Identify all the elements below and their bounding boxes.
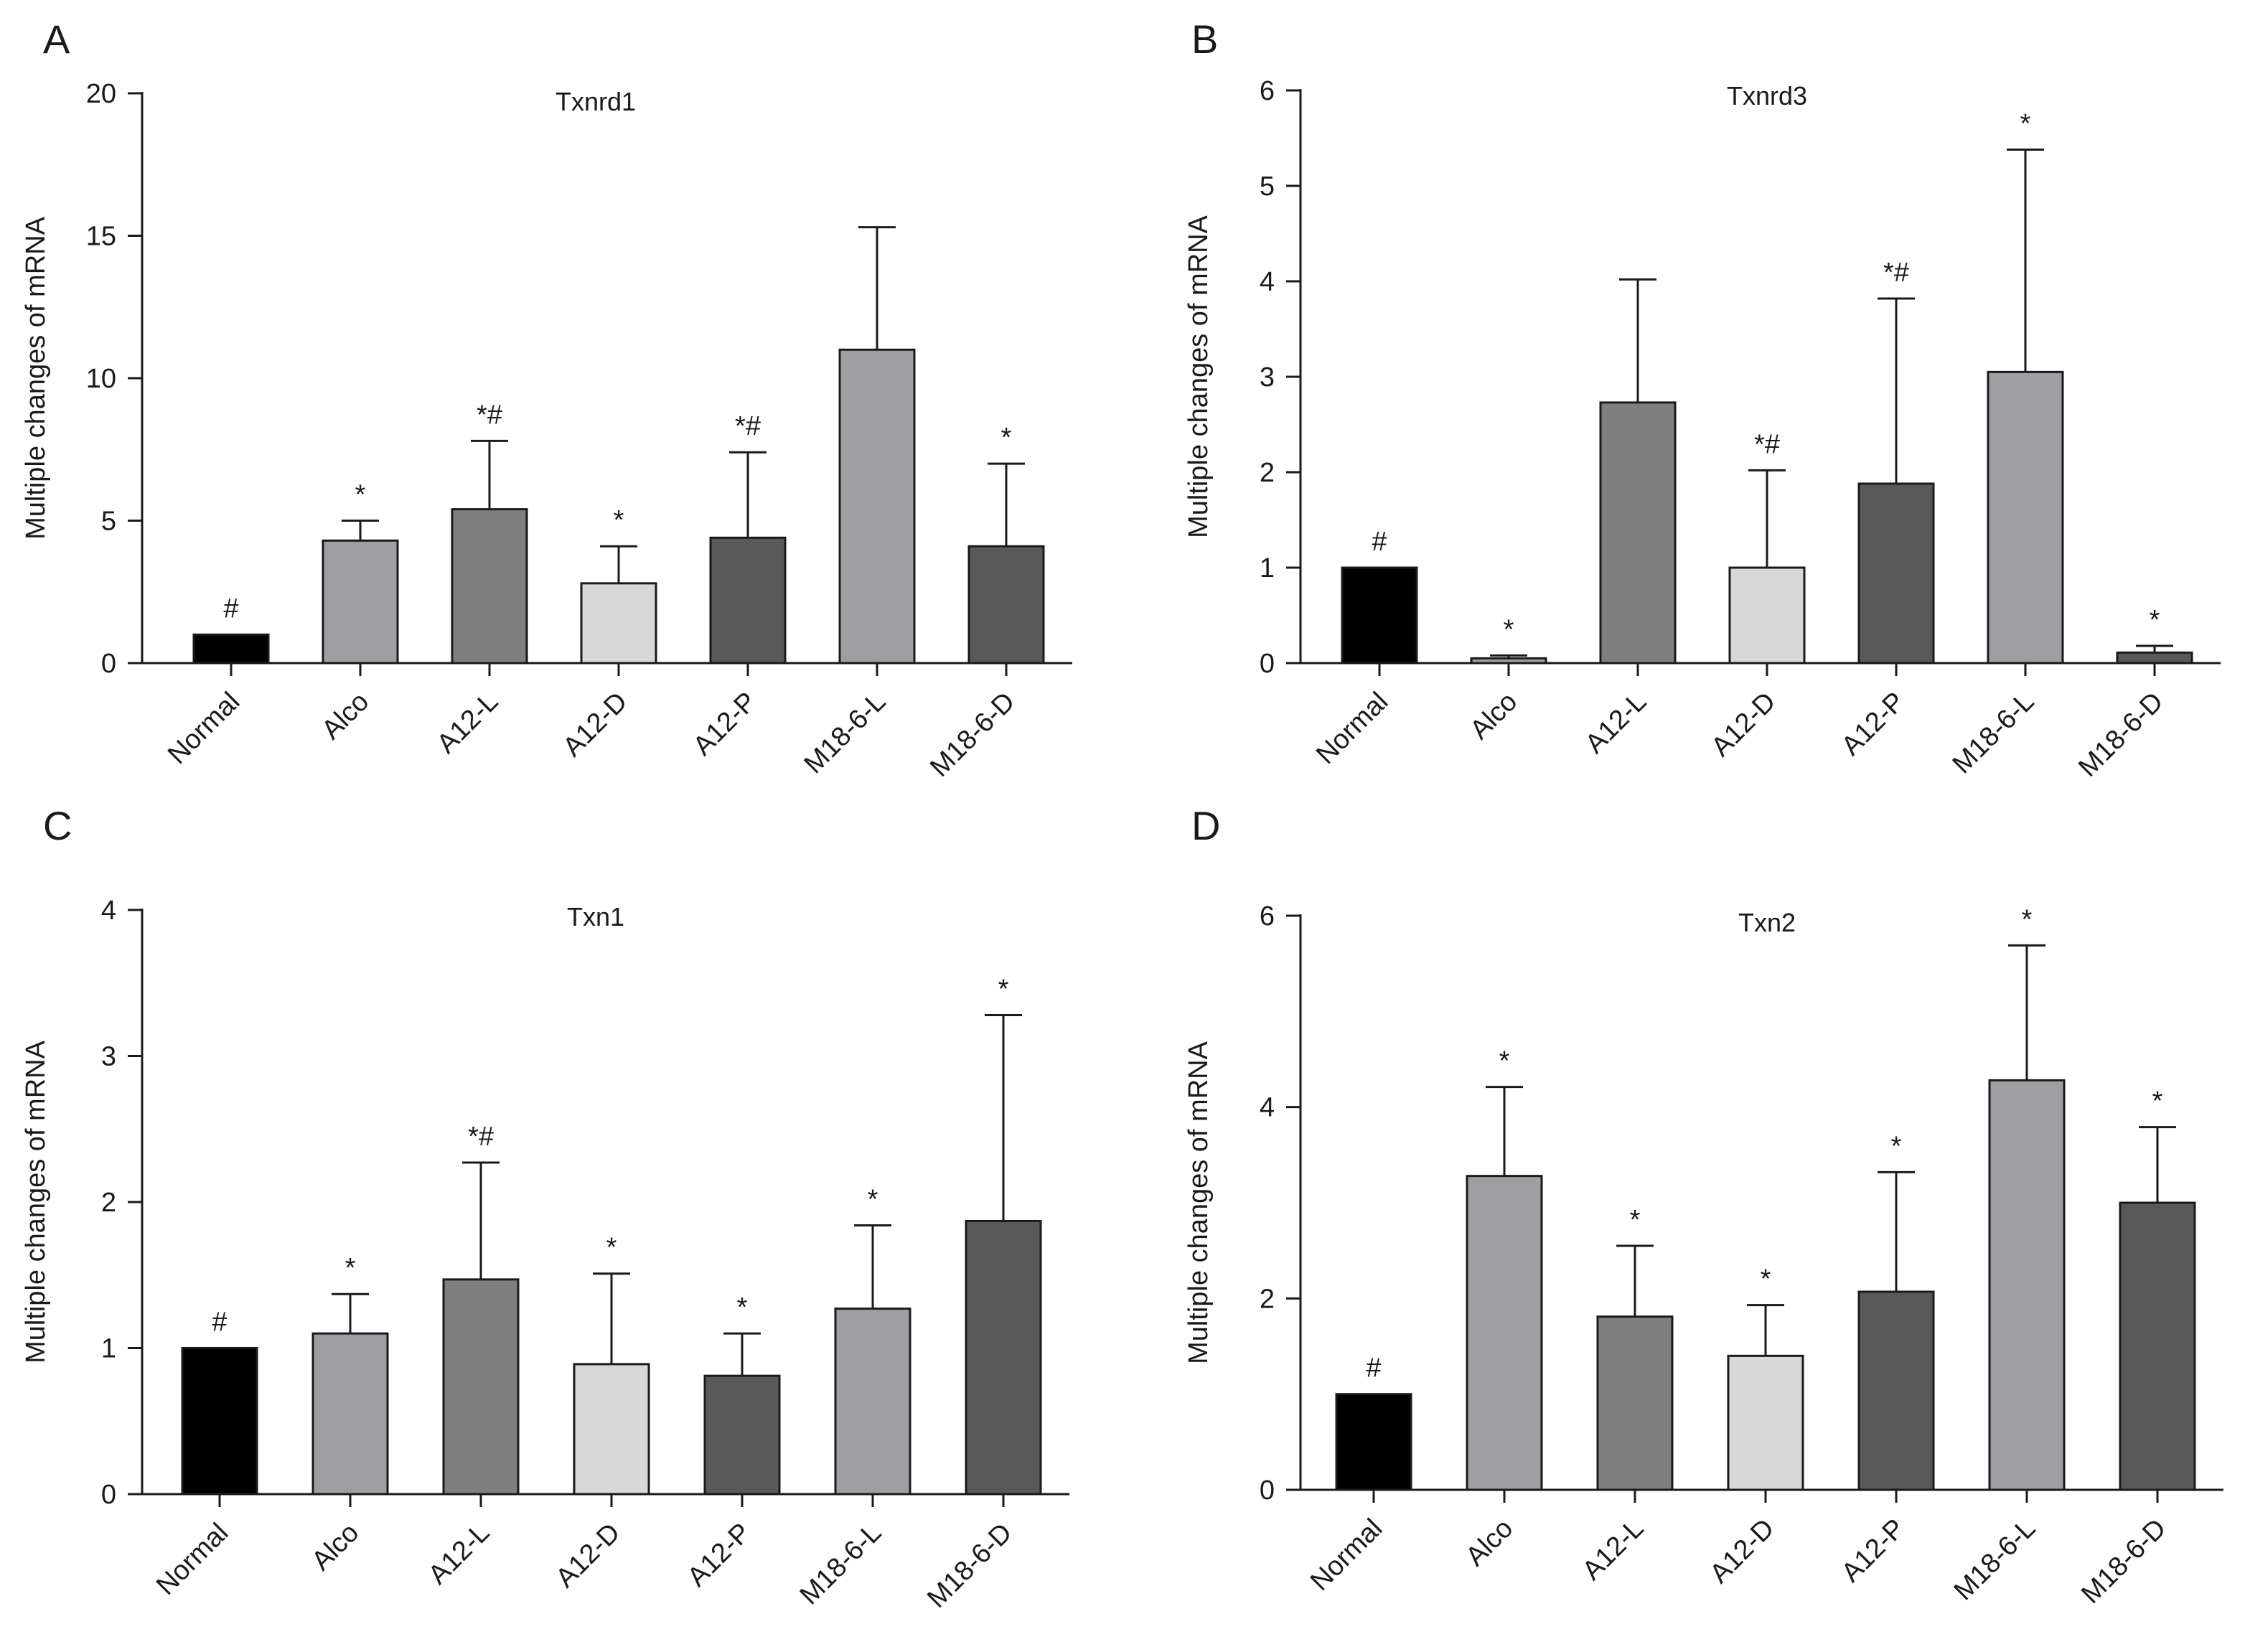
significance-label: * (998, 975, 1009, 1005)
y-tick-label: 20 (86, 79, 116, 109)
bar-a12-p (1857, 482, 1935, 665)
y-tick-label: 4 (1260, 1093, 1275, 1123)
y-tick-label: 1 (101, 1334, 116, 1364)
significance-label: # (1372, 527, 1387, 557)
bar-normal (1341, 566, 1418, 665)
significance-label: * (614, 505, 624, 535)
y-tick-label: 6 (1260, 76, 1275, 106)
significance-label: * (606, 1233, 617, 1263)
significance-label: * (2022, 904, 2033, 934)
bar-a12-l (442, 1278, 520, 1496)
y-tick-label: 0 (1260, 1475, 1275, 1506)
significance-label: *# (468, 1122, 494, 1152)
y-tick-label: 15 (86, 222, 116, 252)
bar-a12-l (1599, 401, 1677, 665)
chart-title: Txn1 (567, 902, 624, 931)
chart-title: Txn2 (1738, 908, 1796, 937)
bar-alco (311, 1332, 389, 1496)
significance-label: *# (1754, 429, 1780, 459)
bar-m18-6-d (2119, 1201, 2196, 1491)
y-tick-label: 0 (101, 1480, 116, 1510)
y-tick-label: 5 (101, 507, 116, 537)
y-tick-label: 2 (1260, 458, 1275, 488)
bar-m18-6-l (1988, 1079, 2066, 1491)
significance-label: * (1001, 423, 1012, 453)
significance-label: *# (1883, 258, 1909, 288)
significance-label: * (345, 1253, 356, 1283)
y-axis-label: Multiple changes of mRNA (21, 216, 51, 540)
y-tick-label: 4 (1260, 267, 1275, 297)
significance-label: # (212, 1308, 227, 1338)
significance-label: * (1630, 1205, 1641, 1235)
panel-label: B (1191, 17, 1218, 62)
bar-alco (1470, 657, 1547, 665)
significance-label: * (737, 1292, 748, 1323)
significance-label: * (2150, 605, 2160, 635)
y-tick-label: 3 (101, 1042, 116, 1072)
significance-label: * (2152, 1087, 2163, 1117)
y-axis-label: Multiple changes of mRNA (21, 1040, 51, 1364)
significance-label: * (1499, 1046, 1510, 1076)
significance-label: * (355, 480, 366, 510)
bar-a12-d (573, 1363, 650, 1496)
bar-m18-6-l (1987, 370, 2064, 665)
bar-normal (1335, 1393, 1412, 1491)
bar-m18-6-d (2116, 651, 2193, 665)
y-tick-label: 3 (1260, 362, 1275, 393)
bar-alco (1466, 1175, 1543, 1491)
bar-alco (322, 539, 399, 665)
y-tick-label: 2 (101, 1188, 116, 1218)
bar-m18-6-l (838, 348, 916, 665)
bar-m18-6-d (965, 1219, 1042, 1496)
y-tick-label: 2 (1260, 1284, 1275, 1314)
bar-a12-p (703, 1374, 781, 1496)
y-tick-label: 0 (101, 649, 116, 679)
y-tick-label: 10 (86, 364, 116, 394)
y-tick-label: 0 (1260, 649, 1275, 679)
y-axis-label: Multiple changes of mRNA (1184, 1041, 1214, 1364)
chart-title: Txnrd1 (556, 87, 636, 116)
significance-label: # (223, 593, 238, 624)
bar-a12-d (1727, 1354, 1804, 1491)
chart-title: Txnrd3 (1727, 81, 1807, 111)
significance-label: *# (477, 400, 502, 430)
y-tick-label: 5 (1260, 172, 1275, 202)
significance-label: * (1761, 1264, 1771, 1295)
bar-a12-l (451, 508, 528, 665)
y-tick-label: 4 (101, 896, 116, 926)
bar-a12-p (1857, 1290, 1935, 1491)
significance-label: # (1366, 1353, 1381, 1384)
significance-label: * (1504, 614, 1514, 644)
bar-a12-l (1596, 1315, 1674, 1491)
bar-normal (181, 1347, 258, 1496)
bar-m18-6-d (967, 545, 1045, 665)
y-axis-label: Multiple changes of mRNA (1184, 215, 1214, 538)
panel-label: C (43, 803, 72, 848)
bar-a12-d (1728, 566, 1806, 665)
panel-label: D (1191, 803, 1220, 848)
bar-a12-d (580, 582, 657, 665)
panel-label: A (43, 17, 70, 62)
significance-label: * (868, 1185, 878, 1215)
significance-label: * (1891, 1131, 1902, 1161)
bar-m18-6-l (834, 1308, 911, 1496)
significance-label: *# (735, 411, 761, 441)
y-tick-label: 1 (1260, 553, 1275, 583)
y-tick-label: 6 (1260, 901, 1275, 931)
significance-label: * (2020, 108, 2031, 139)
bar-a12-p (709, 536, 787, 665)
bar-normal (192, 633, 270, 665)
